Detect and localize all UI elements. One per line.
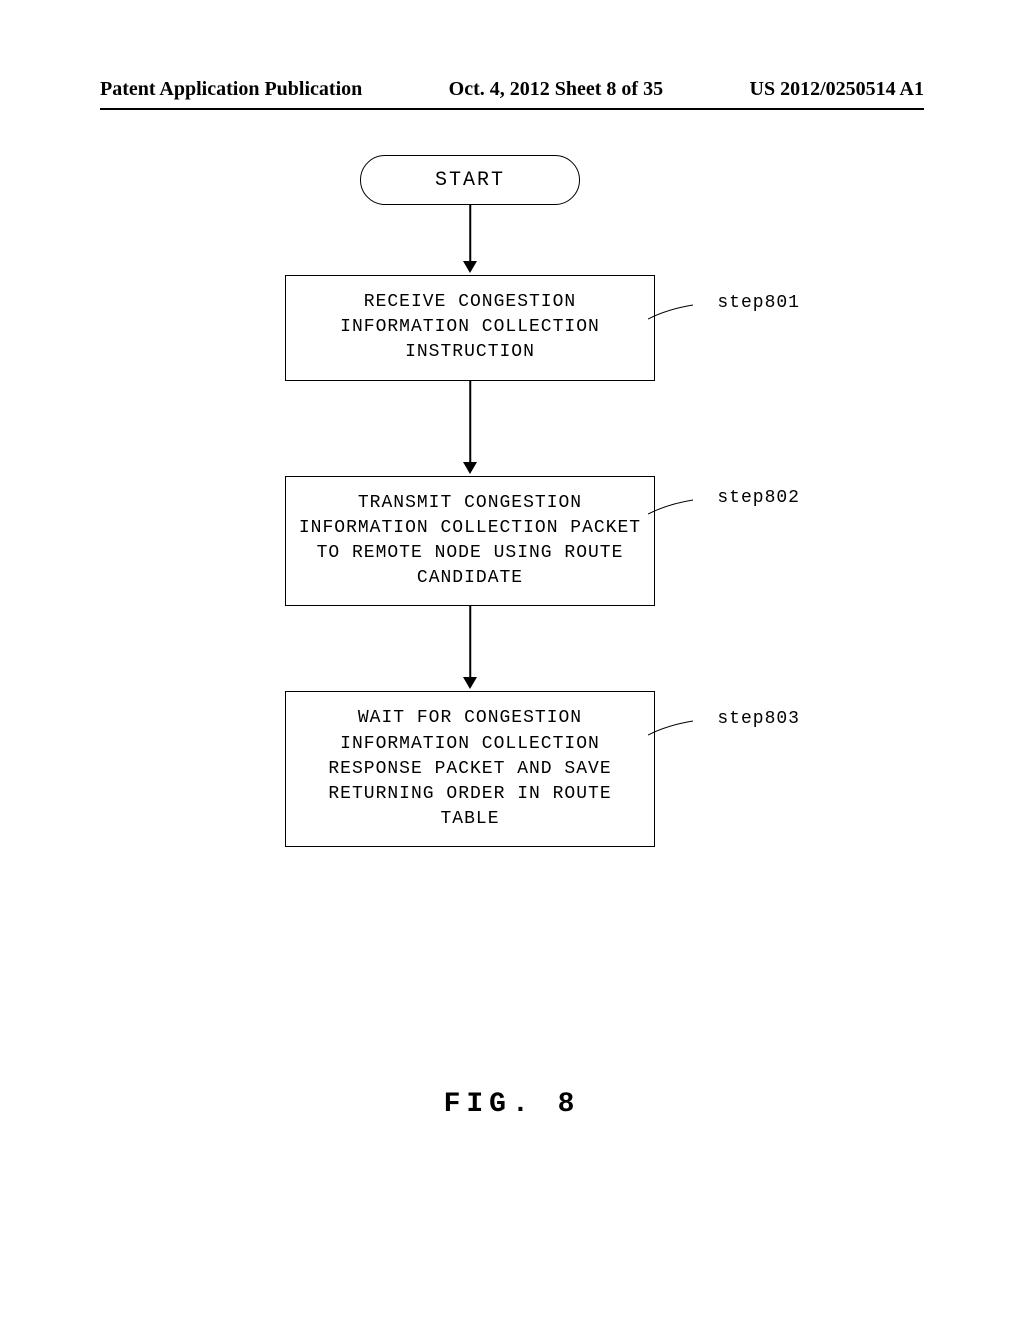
arrow-head-icon xyxy=(463,462,477,474)
step-801-text: RECEIVE CONGESTION INFORMATION COLLECTIO… xyxy=(340,292,600,362)
header-center: Oct. 4, 2012 Sheet 8 of 35 xyxy=(449,78,663,101)
header-left: Patent Application Publication xyxy=(100,78,362,101)
step-802-wrapper: TRANSMIT CONGESTION INFORMATION COLLECTI… xyxy=(210,476,730,607)
page-header: Patent Application Publication Oct. 4, 2… xyxy=(0,78,1024,101)
step-803-label: step803 xyxy=(717,709,800,729)
arrow-head-icon xyxy=(463,677,477,689)
step-803-text: WAIT FOR CONGESTION INFORMATION COLLECTI… xyxy=(328,708,611,829)
step-802-box: TRANSMIT CONGESTION INFORMATION COLLECTI… xyxy=(285,476,655,607)
step-801-wrapper: RECEIVE CONGESTION INFORMATION COLLECTIO… xyxy=(210,275,730,381)
header-divider xyxy=(100,108,924,110)
arrow-3 xyxy=(210,606,730,691)
step-803-box: WAIT FOR CONGESTION INFORMATION COLLECTI… xyxy=(285,691,655,847)
arrow-head-icon xyxy=(463,261,477,273)
step-802-connector xyxy=(648,498,698,518)
step-801-connector xyxy=(648,303,698,323)
start-text: START xyxy=(435,169,505,192)
figure-label: FIG. 8 xyxy=(0,1089,1024,1120)
step-802-text: TRANSMIT CONGESTION INFORMATION COLLECTI… xyxy=(299,493,641,589)
arrow-line xyxy=(469,205,471,265)
arrow-line xyxy=(469,606,471,681)
flowchart-container: START RECEIVE CONGESTION INFORMATION COL… xyxy=(210,155,730,847)
step-801-box: RECEIVE CONGESTION INFORMATION COLLECTIO… xyxy=(285,275,655,381)
arrow-2 xyxy=(210,381,730,476)
step-803-connector xyxy=(648,719,698,739)
step-801-label: step801 xyxy=(717,293,800,313)
arrow-line xyxy=(469,381,471,466)
step-802-label: step802 xyxy=(717,488,800,508)
arrow-1 xyxy=(210,205,730,275)
step-803-wrapper: WAIT FOR CONGESTION INFORMATION COLLECTI… xyxy=(210,691,730,847)
start-node: START xyxy=(360,155,580,205)
header-right: US 2012/0250514 A1 xyxy=(750,78,924,101)
